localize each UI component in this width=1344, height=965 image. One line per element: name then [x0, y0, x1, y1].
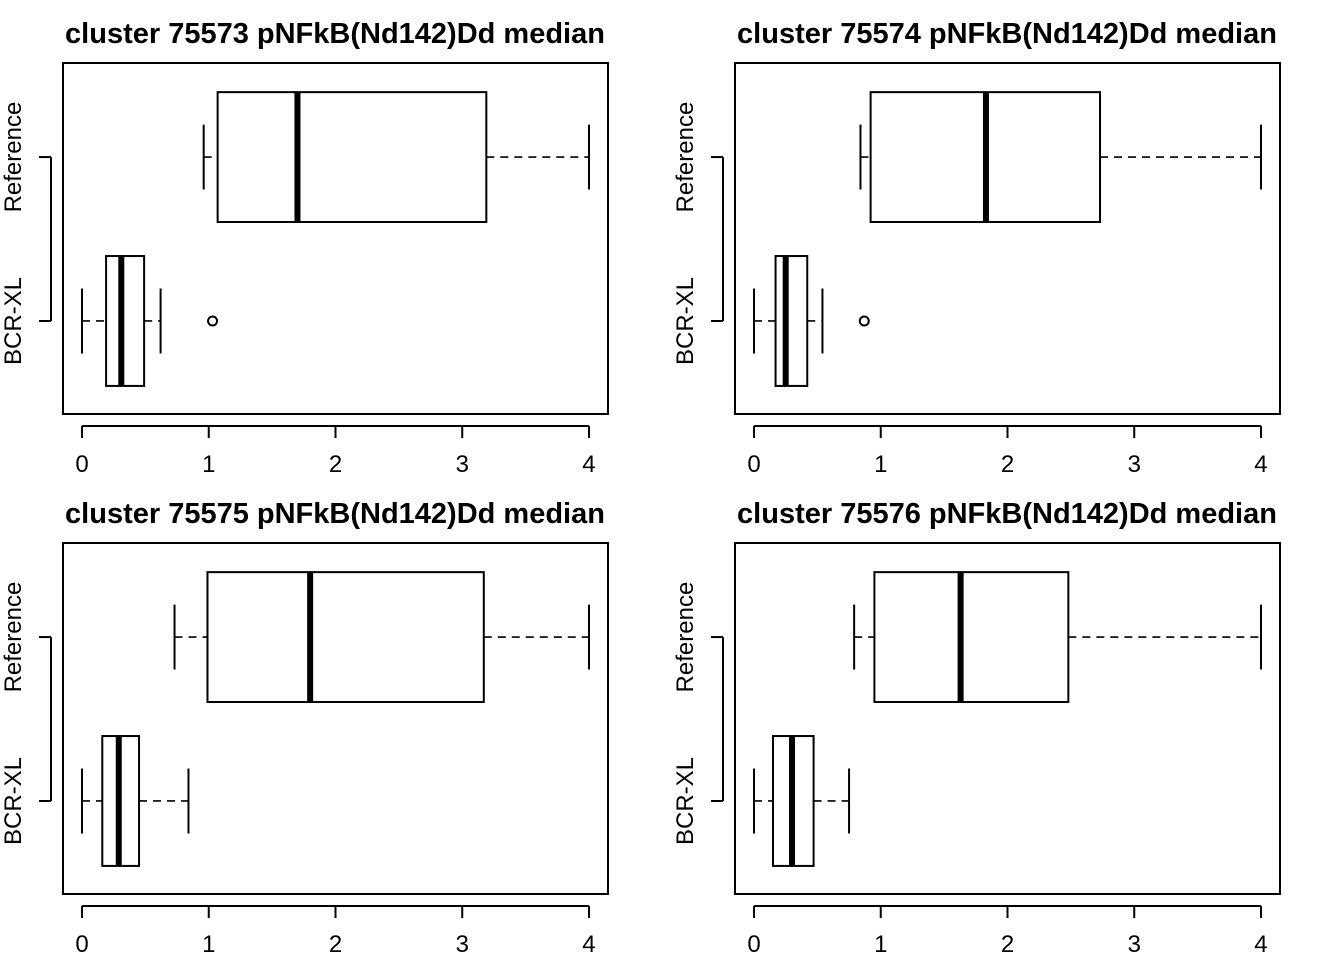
x-tick-label: 3 [456, 451, 469, 478]
x-tick-label: 0 [75, 931, 88, 958]
x-tick-label: 1 [874, 931, 887, 958]
panel-title: cluster 75573 pNFkB(Nd142)Dd median [65, 18, 605, 50]
plot-frame [62, 62, 609, 415]
x-tick-label: 1 [202, 451, 215, 478]
y-category-label: BCR-XL [672, 757, 699, 845]
plot-frame [734, 542, 1281, 895]
iqr-box [206, 571, 485, 704]
panel-title: cluster 75574 pNFkB(Nd142)Dd median [737, 18, 1277, 50]
box-reference [202, 91, 590, 224]
box-bcr-xl [753, 255, 870, 387]
box-reference [859, 91, 1262, 224]
y-category-label: BCR-XL [0, 757, 27, 845]
y-category-label: Reference [672, 102, 699, 213]
boxplot-panel-4: cluster 75576 pNFkB(Nd142)Dd median 0 1 2 3 4… [672, 498, 1281, 958]
box-bcr-xl [753, 735, 851, 867]
x-tick-label: 4 [582, 931, 595, 958]
outlier-point [207, 315, 219, 327]
plot-frame [734, 62, 1281, 415]
x-tick-label: 4 [582, 451, 595, 478]
x-tick-label: 1 [874, 451, 887, 478]
y-category-label: Reference [0, 582, 27, 693]
x-tick-label: 4 [1254, 451, 1267, 478]
plot-frame [62, 542, 609, 895]
iqr-box [774, 255, 809, 387]
boxplot-panel-2: cluster 75574 pNFkB(Nd142)Dd median 0 1 2 3 4… [672, 18, 1281, 478]
boxplot-panel-1: cluster 75573 pNFkB(Nd142)Dd median 0 1 2 3 4… [0, 18, 609, 478]
y-category-label: BCR-XL [0, 277, 27, 365]
x-tick-label: 0 [747, 451, 760, 478]
panel-title: cluster 75575 pNFkB(Nd142)Dd median [65, 498, 605, 530]
box-bcr-xl [81, 735, 190, 867]
boxplot-panel-3: cluster 75575 pNFkB(Nd142)Dd median 0 1 2 3 4… [0, 498, 609, 958]
x-tick-label: 4 [1254, 931, 1267, 958]
x-tick-label: 2 [1001, 451, 1014, 478]
x-tick-label: 0 [747, 931, 760, 958]
panel-title: cluster 75576 pNFkB(Nd142)Dd median [737, 498, 1277, 530]
iqr-box [105, 255, 146, 387]
x-tick-label: 3 [1128, 931, 1141, 958]
outlier-point [858, 315, 870, 327]
y-category-label: Reference [0, 102, 27, 213]
x-tick-label: 2 [329, 931, 342, 958]
x-tick-label: 0 [75, 451, 88, 478]
x-tick-label: 2 [329, 451, 342, 478]
x-tick-label: 1 [202, 931, 215, 958]
box-reference [853, 571, 1262, 704]
iqr-box [216, 91, 488, 224]
box-bcr-xl [81, 255, 219, 387]
x-tick-label: 2 [1001, 931, 1014, 958]
y-category-label: BCR-XL [672, 277, 699, 365]
iqr-box [873, 571, 1070, 704]
x-tick-label: 3 [456, 931, 469, 958]
x-tick-label: 3 [1128, 451, 1141, 478]
box-reference [173, 571, 590, 704]
y-category-label: Reference [672, 582, 699, 693]
